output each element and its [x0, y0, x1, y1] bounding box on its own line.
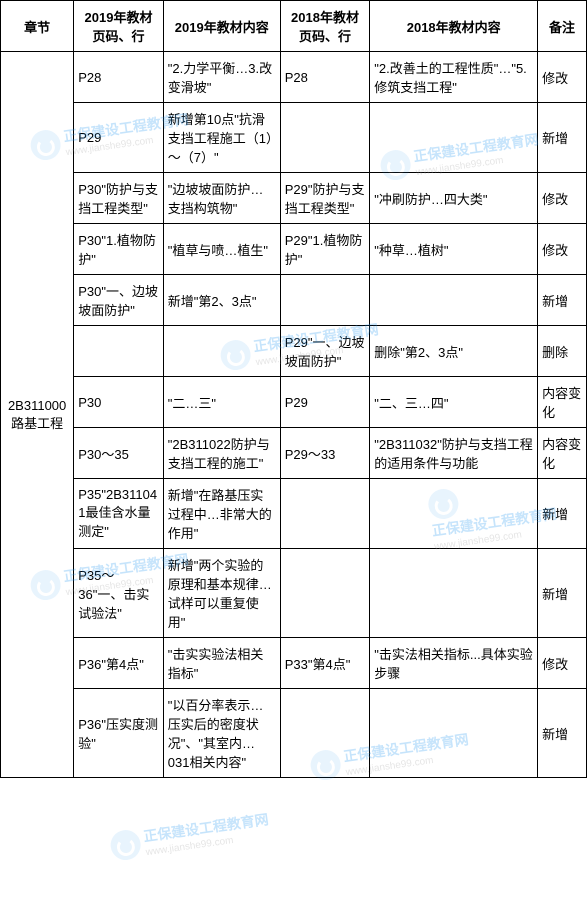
cell-note: 修改: [538, 224, 587, 275]
cell-p19: P35～36"一、击实试验法": [74, 549, 164, 638]
cell-p19: P35"2B311041最佳含水量测定": [74, 479, 164, 549]
cell-c18: "2B311032"防护与支挡工程的适用条件与功能: [370, 428, 538, 479]
header-row: 章节 2019年教材页码、行 2019年教材内容 2018年教材页码、行 201…: [1, 1, 587, 52]
cell-c18: "击实法相关指标...具体实验步骤: [370, 638, 538, 689]
table-row: P36"压实度测验""以百分率表示…压实后的密度状况"、"其室内…031相关内容…: [1, 689, 587, 778]
cell-p18: P33"第4点": [280, 638, 370, 689]
cell-p19: P36"第4点": [74, 638, 164, 689]
watermark: 正保建设工程教育网www.jianshe99.com: [109, 809, 272, 863]
header-content19: 2019年教材内容: [163, 1, 280, 52]
cell-note: 新增: [538, 689, 587, 778]
textbook-comparison-table: 章节 2019年教材页码、行 2019年教材内容 2018年教材页码、行 201…: [0, 0, 587, 778]
cell-p18: [280, 479, 370, 549]
cell-c18: 删除"第2、3点": [370, 326, 538, 377]
cell-c18: [370, 275, 538, 326]
cell-p18: P28: [280, 52, 370, 103]
cell-p18: [280, 275, 370, 326]
cell-p19: P28: [74, 52, 164, 103]
cell-c18: "种草…植树": [370, 224, 538, 275]
table-row: P36"第4点""击实实验法相关指标"P33"第4点""击实法相关指标...具体…: [1, 638, 587, 689]
cell-note: 修改: [538, 173, 587, 224]
header-chapter: 章节: [1, 1, 74, 52]
cell-p19: P30"1.植物防护": [74, 224, 164, 275]
table-row: P29新增第10点"抗滑支挡工程施工（1）～（7）" 新增: [1, 103, 587, 173]
cell-note: 删除: [538, 326, 587, 377]
cell-c18: [370, 689, 538, 778]
cell-c18: [370, 549, 538, 638]
header-note: 备注: [538, 1, 587, 52]
table-row: P30"二…三"P29"二、三…四"内容变化: [1, 377, 587, 428]
cell-note: 新增: [538, 103, 587, 173]
cell-c18: "二、三…四": [370, 377, 538, 428]
cell-c19: 新增第10点"抗滑支挡工程施工（1）～（7）": [163, 103, 280, 173]
cell-c19: "2B311022防护与支挡工程的施工": [163, 428, 280, 479]
cell-note: 内容变化: [538, 428, 587, 479]
table-row: P29"一、边坡坡面防护"删除"第2、3点"删除: [1, 326, 587, 377]
cell-p19: P30"防护与支挡工程类型": [74, 173, 164, 224]
cell-note: 修改: [538, 52, 587, 103]
cell-note: 新增: [538, 275, 587, 326]
cell-c19: "植草与喷…植生": [163, 224, 280, 275]
cell-p18: P29"一、边坡坡面防护": [280, 326, 370, 377]
cell-p19: P30～35: [74, 428, 164, 479]
cell-note: 内容变化: [538, 377, 587, 428]
cell-c19: 新增"第2、3点": [163, 275, 280, 326]
table-row: P30～35"2B311022防护与支挡工程的施工"P29～33"2B31103…: [1, 428, 587, 479]
cell-note: 新增: [538, 549, 587, 638]
cell-p19: P30: [74, 377, 164, 428]
cell-c19: 新增"在路基压实过程中…非常大的作用": [163, 479, 280, 549]
header-content18: 2018年教材内容: [370, 1, 538, 52]
cell-p18: [280, 549, 370, 638]
cell-c19: "2.力学平衡…3.改变滑坡": [163, 52, 280, 103]
cell-p18: [280, 103, 370, 173]
cell-c18: "2.改善土的工程性质"…"5.修筑支挡工程": [370, 52, 538, 103]
cell-note: 新增: [538, 479, 587, 549]
header-page19: 2019年教材页码、行: [74, 1, 164, 52]
cell-p19: P29: [74, 103, 164, 173]
cell-p19: P36"压实度测验": [74, 689, 164, 778]
cell-c18: "冲刷防护…四大类": [370, 173, 538, 224]
cell-c18: [370, 479, 538, 549]
chapter-cell: 2B311000路基工程: [1, 52, 74, 778]
cell-c19: "以百分率表示…压实后的密度状况"、"其室内…031相关内容": [163, 689, 280, 778]
cell-c19: "击实实验法相关指标": [163, 638, 280, 689]
cell-note: 修改: [538, 638, 587, 689]
cell-p18: P29"防护与支挡工程类型": [280, 173, 370, 224]
table-row: P35"2B311041最佳含水量测定"新增"在路基压实过程中…非常大的作用" 新…: [1, 479, 587, 549]
table-row: 2B311000路基工程P28"2.力学平衡…3.改变滑坡"P28"2.改善土的…: [1, 52, 587, 103]
cell-p18: [280, 689, 370, 778]
cell-p18: P29～33: [280, 428, 370, 479]
table-row: P30"一、边坡坡面防护"新增"第2、3点" 新增: [1, 275, 587, 326]
cell-c18: [370, 103, 538, 173]
cell-c19: [163, 326, 280, 377]
cell-c19: "二…三": [163, 377, 280, 428]
cell-p18: P29"1.植物防护": [280, 224, 370, 275]
cell-p18: P29: [280, 377, 370, 428]
header-page18: 2018年教材页码、行: [280, 1, 370, 52]
cell-c19: "边坡坡面防护…支挡构筑物": [163, 173, 280, 224]
table-row: P30"1.植物防护""植草与喷…植生"P29"1.植物防护""种草…植树"修改: [1, 224, 587, 275]
table-row: P35～36"一、击实试验法"新增"两个实验的原理和基本规律…试样可以重复使用"…: [1, 549, 587, 638]
table-row: P30"防护与支挡工程类型""边坡坡面防护…支挡构筑物"P29"防护与支挡工程类…: [1, 173, 587, 224]
cell-c19: 新增"两个实验的原理和基本规律…试样可以重复使用": [163, 549, 280, 638]
cell-p19: P30"一、边坡坡面防护": [74, 275, 164, 326]
cell-p19: [74, 326, 164, 377]
